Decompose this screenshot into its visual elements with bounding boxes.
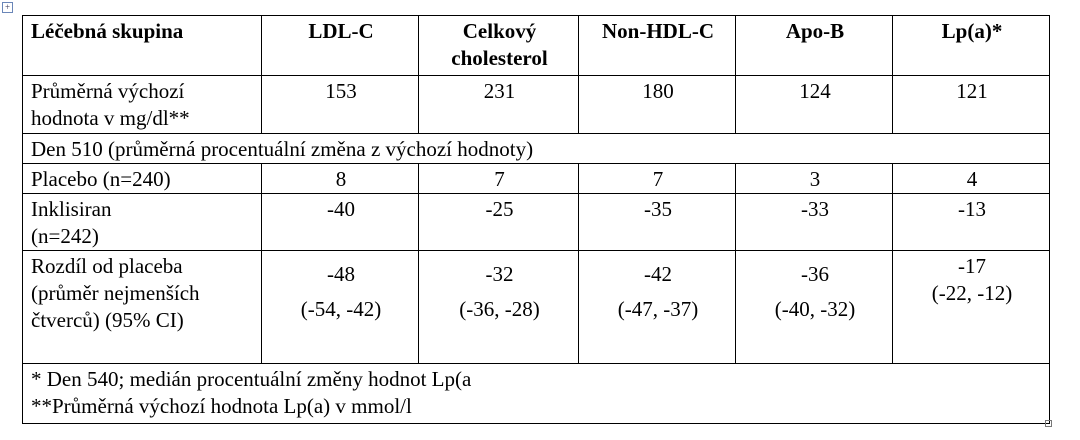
value-text: -42: [644, 262, 672, 286]
value-cell: -13: [892, 193, 1050, 251]
ci-text: (-36, -28): [459, 297, 540, 321]
value-text: 7: [494, 167, 505, 191]
table-body: Průměrná výchozí hodnota v mg/dl** 153 231…: [22, 75, 1050, 424]
value-text: 3: [809, 167, 821, 191]
value-cell: 8: [261, 163, 419, 194]
value-text: 7: [652, 167, 664, 191]
value-cell: 180: [578, 75, 736, 134]
value-cell: 121: [892, 75, 1050, 134]
value-cell: -35: [578, 193, 736, 251]
row-label: Placebo (n=240): [22, 163, 262, 194]
value-cell: -48 (-54, -42): [261, 250, 419, 364]
row-label-text: Placebo (n=240): [31, 167, 171, 191]
header-cell: Léčebná skupina: [22, 15, 262, 76]
ci-text: (-47, -37): [617, 297, 699, 321]
ci-text: (-40, -32): [774, 297, 856, 321]
value-cell: -40: [261, 193, 419, 251]
footnote-row: * Den 540; medián procentuální změny hod…: [22, 363, 1050, 424]
ci-text: (-54, -42): [300, 297, 382, 321]
row-label-text: Průměrná výchozí hodnota v mg/dl**: [31, 79, 190, 130]
value-text: 153: [325, 79, 357, 103]
header-cell: LDL-C: [261, 15, 419, 76]
value-text: 180: [642, 79, 674, 103]
value-cell: 7: [418, 163, 579, 194]
row-label: Průměrná výchozí hodnota v mg/dl**: [22, 75, 262, 134]
value-cell: -36 (-40, -32): [735, 250, 893, 364]
header-cell: Celkový cholesterol: [418, 15, 579, 76]
row-label: Inklisiran (n=242): [22, 193, 262, 251]
header-cell: Lp(a)*: [892, 15, 1050, 76]
row-label-text: Inklisiran (n=242): [31, 197, 112, 248]
value-text: -35: [644, 197, 672, 221]
section-cell: Den 510 (průměrná procentuální změna z v…: [22, 133, 1050, 164]
value-cell: 7: [578, 163, 736, 194]
ci-text: (-22, -12): [931, 281, 1013, 305]
value-cell: 4: [892, 163, 1050, 194]
value-text: -13: [958, 197, 986, 221]
section-row: Den 510 (průměrná procentuální změna z v…: [22, 133, 1050, 164]
value-text: 4: [966, 167, 978, 191]
value-text: 121: [956, 79, 988, 103]
value-cell: 153: [261, 75, 419, 134]
value-cell: 3: [735, 163, 893, 194]
value-cell: -25: [418, 193, 579, 251]
value-cell: -42 (-47, -37): [578, 250, 736, 364]
table-header: Léčebná skupina LDL-C Celkový cholesterol N…: [22, 15, 1050, 76]
data-row: Placebo (n=240) 8 7 7 3 4: [22, 163, 1050, 194]
value-text: 8: [335, 167, 347, 191]
data-row: Inklisiran (n=242) -40 -25 -35 -33 -13: [22, 193, 1050, 251]
header-cell: Non-HDL-C: [578, 15, 736, 76]
value-cell: -32 (-36, -28): [418, 250, 579, 364]
value-text: 124: [799, 79, 831, 103]
value-text: -25: [485, 197, 514, 221]
difference-row: Rozdíl od placeba (průměr nejmenších čtv…: [22, 250, 1050, 364]
value-text: 231: [483, 79, 516, 103]
value-text: -33: [801, 197, 829, 221]
footnote: **Průměrná výchozí hodnota Lp(a) v mmol/…: [31, 394, 412, 418]
footnote: * Den 540; medián procentuální změny hod…: [31, 367, 472, 391]
value-cell: -17 (-22, -12): [892, 250, 1050, 364]
value-text: -36: [801, 262, 829, 286]
value-cell: 231: [418, 75, 579, 134]
results-table: Léčebná skupina LDL-C Celkový cholesterol N…: [22, 15, 1050, 424]
header-cell: Apo-B: [735, 15, 893, 76]
table-resize-handle[interactable]: [1045, 420, 1052, 427]
value-cell: 124: [735, 75, 893, 134]
value-text: -40: [327, 197, 355, 221]
table-move-handle[interactable]: +: [2, 2, 13, 13]
row-label: Rozdíl od placeba (průměr nejmenších čtv…: [22, 250, 262, 364]
value-cell: -33: [735, 193, 893, 251]
baseline-row: Průměrná výchozí hodnota v mg/dl** 153 231…: [22, 75, 1050, 134]
row-label-text: Rozdíl od placeba (průměr nejmenších čtv…: [31, 254, 200, 332]
footnote-cell: * Den 540; medián procentuální změny hod…: [22, 363, 1050, 424]
value-text: -17: [958, 254, 986, 278]
value-text: -32: [485, 262, 514, 286]
value-text: -48: [327, 262, 355, 286]
